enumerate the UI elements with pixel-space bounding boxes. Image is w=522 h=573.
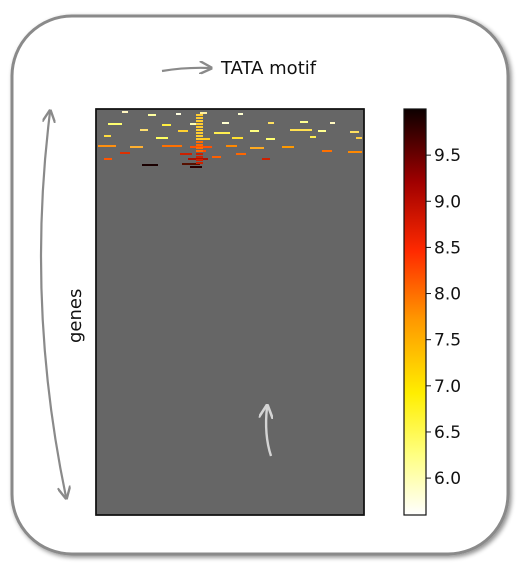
colorbar-tick-label: 9.5 — [434, 146, 461, 166]
heatmap-cell — [120, 152, 130, 154]
genes-arrow — [39, 112, 66, 497]
heatmap-cell — [196, 132, 203, 134]
heatmap-cell — [98, 145, 116, 147]
heatmap-background — [95, 108, 365, 516]
heatmap-cell — [356, 137, 362, 139]
heatmap-cell — [310, 136, 316, 138]
heatmap-cell — [196, 123, 203, 125]
heatmap-cell — [104, 135, 111, 137]
heatmap-cell — [162, 124, 171, 126]
heatmap-cell — [178, 130, 188, 132]
heatmap-cell — [214, 132, 230, 134]
heatmap-cell — [156, 137, 168, 139]
heatmap-cell — [196, 117, 203, 119]
heatmap-cell — [196, 159, 203, 161]
heatmap-cell — [196, 156, 203, 158]
heatmap-cell — [212, 156, 221, 158]
heatmap-cell — [226, 145, 237, 147]
heatmap-cell — [196, 144, 203, 146]
heatmap-cell — [196, 138, 203, 140]
heatmap-cell — [330, 122, 335, 124]
heatmap-cell — [130, 146, 143, 148]
heatmap-cell — [282, 146, 294, 148]
heatmap-cell — [140, 129, 148, 131]
colorbar-tick-label: 8.0 — [434, 285, 461, 305]
heatmap-cell — [196, 114, 203, 116]
heatmap-cell — [104, 158, 112, 160]
heatmap-cell — [142, 164, 158, 166]
heatmap-cell — [196, 153, 203, 155]
heatmap-cell — [180, 153, 192, 155]
colorbar-tick-label: 8.5 — [434, 238, 461, 258]
heatmap-cell — [196, 162, 203, 164]
heatmap-cell — [290, 129, 312, 131]
heatmap-cell — [122, 111, 128, 113]
heatmap-cell — [182, 163, 200, 165]
motif-label: TATA motif — [220, 58, 317, 79]
colorbar-tick-label: 6.5 — [434, 423, 461, 443]
heatmap-cell — [196, 147, 203, 149]
heatmap-cell — [348, 151, 362, 153]
heatmap-cell — [196, 141, 203, 143]
heatmap-cell — [176, 113, 181, 115]
heatmap-cell — [350, 131, 359, 133]
heatmap-cell — [200, 112, 207, 114]
heatmap-cell — [190, 166, 202, 168]
colorbar-tick-label: 6.0 — [434, 469, 461, 489]
heatmap-cell — [222, 122, 229, 124]
heatmap-cell — [250, 130, 259, 132]
heatmap-cell — [262, 158, 270, 160]
heatmap-cell — [196, 120, 203, 122]
colorbar-tick-label: 7.5 — [434, 331, 461, 351]
heatmap-cell — [232, 137, 243, 139]
colorbar-ticks: 9.5 9.0 8.5 8.0 7.5 7.0 6.5 6.0 — [426, 146, 461, 489]
motif-arrow — [161, 68, 210, 71]
heatmap-cell — [268, 122, 274, 124]
heatmap-cell — [266, 138, 275, 140]
heatmap-cell — [196, 135, 203, 137]
heatmap-cell — [196, 126, 203, 128]
heatmap-cell — [196, 150, 203, 152]
heatmap-cell — [250, 147, 264, 149]
genes-label: genes — [65, 289, 86, 343]
colorbar-tick-label: 7.0 — [434, 377, 461, 397]
heatmap-cell — [236, 153, 246, 155]
heatmap-cell — [238, 113, 243, 115]
colorbar-tick-label: 9.0 — [434, 192, 461, 212]
heatmap — [95, 108, 365, 516]
heatmap-cell — [322, 150, 332, 152]
heatmap-cell — [162, 145, 182, 147]
heatmap-border — [95, 108, 365, 516]
colorbar: 9.5 9.0 8.5 8.0 7.5 7.0 6.5 6.0 — [403, 108, 461, 516]
colorbar-gradient — [403, 108, 427, 516]
heatmap-cell — [190, 123, 201, 125]
heatmap-strokes — [98, 111, 362, 168]
heatmap-cell — [318, 130, 326, 132]
heatmap-cell — [196, 129, 203, 131]
heatmap-cell — [300, 121, 308, 123]
inner-arrow — [266, 407, 271, 457]
heatmap-cell — [108, 123, 122, 125]
heatmap-cell — [148, 114, 156, 116]
